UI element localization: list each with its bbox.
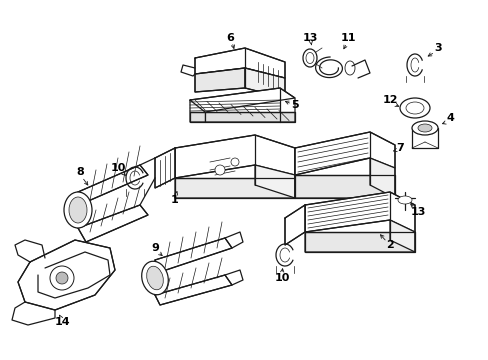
Polygon shape <box>294 175 394 198</box>
Text: 13: 13 <box>302 33 317 43</box>
Text: 6: 6 <box>225 33 233 43</box>
Text: 7: 7 <box>395 143 403 153</box>
Text: 13: 13 <box>409 207 425 217</box>
Polygon shape <box>369 158 394 198</box>
Polygon shape <box>204 112 294 122</box>
Polygon shape <box>155 275 231 305</box>
Circle shape <box>56 272 68 284</box>
Ellipse shape <box>405 102 423 114</box>
Text: 1: 1 <box>171 195 179 205</box>
Polygon shape <box>305 192 414 232</box>
Polygon shape <box>195 68 244 92</box>
Polygon shape <box>254 165 294 198</box>
Text: 5: 5 <box>290 100 298 110</box>
Ellipse shape <box>397 196 411 204</box>
Ellipse shape <box>399 98 429 118</box>
Text: 14: 14 <box>54 317 70 327</box>
Polygon shape <box>78 205 148 242</box>
Text: 12: 12 <box>382 95 397 105</box>
Text: 3: 3 <box>433 43 441 53</box>
Polygon shape <box>190 88 294 112</box>
Text: 9: 9 <box>151 243 159 253</box>
Polygon shape <box>195 48 285 78</box>
Ellipse shape <box>142 261 168 295</box>
Polygon shape <box>294 132 394 175</box>
Circle shape <box>230 158 239 166</box>
Text: 4: 4 <box>445 113 453 123</box>
Polygon shape <box>175 178 294 198</box>
Text: 10: 10 <box>274 273 289 283</box>
Text: 10: 10 <box>110 163 125 173</box>
Polygon shape <box>18 240 115 310</box>
Polygon shape <box>389 220 414 252</box>
Circle shape <box>50 266 74 290</box>
Text: 2: 2 <box>386 240 393 250</box>
Circle shape <box>215 165 224 175</box>
Polygon shape <box>155 148 175 188</box>
Text: 11: 11 <box>340 33 355 43</box>
Ellipse shape <box>69 197 87 223</box>
Polygon shape <box>305 232 414 252</box>
Polygon shape <box>155 238 231 272</box>
Polygon shape <box>285 205 305 245</box>
Ellipse shape <box>411 121 437 135</box>
Polygon shape <box>244 68 285 98</box>
Polygon shape <box>78 165 148 202</box>
Ellipse shape <box>64 192 92 228</box>
Text: 8: 8 <box>76 167 84 177</box>
Ellipse shape <box>417 124 431 132</box>
Polygon shape <box>190 112 204 122</box>
Ellipse shape <box>146 266 163 290</box>
Polygon shape <box>175 135 294 178</box>
